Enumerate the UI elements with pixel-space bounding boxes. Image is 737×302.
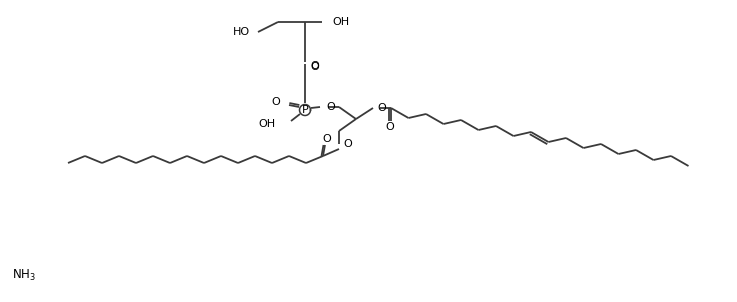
Text: O: O xyxy=(377,103,385,113)
Text: HO: HO xyxy=(233,27,250,37)
Text: O: O xyxy=(271,97,280,107)
Text: NH$_3$: NH$_3$ xyxy=(12,268,36,283)
Text: O: O xyxy=(326,102,335,112)
Text: P: P xyxy=(301,105,308,115)
Text: OH: OH xyxy=(332,17,349,27)
Text: O: O xyxy=(323,134,332,144)
Text: O: O xyxy=(385,122,394,132)
Text: OH: OH xyxy=(259,119,276,129)
Text: O: O xyxy=(343,139,352,149)
Text: O: O xyxy=(310,61,318,71)
Text: O: O xyxy=(310,62,318,72)
